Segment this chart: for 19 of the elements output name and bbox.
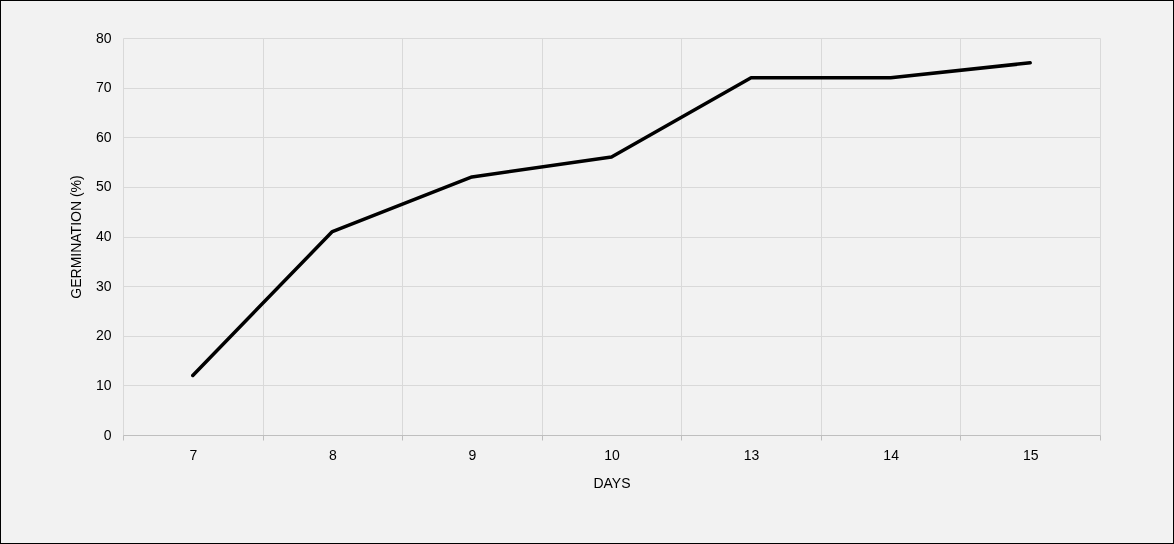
y-tick-label: 30 [95,277,112,294]
x-axis-title: DAYS [593,474,631,491]
x-tick-label: 15 [1022,446,1039,463]
y-tick-label: 40 [95,228,112,244]
x-tick-label: 8 [328,446,337,463]
y-tick-label: 20 [95,327,112,344]
x-tick-label: 7 [189,446,198,463]
x-tick-label: 13 [743,446,760,463]
x-tick-label: 14 [883,446,900,463]
y-axis-title: GERMINATION (%) [67,175,84,299]
y-tick-label: 60 [95,128,112,145]
y-tick-label: 80 [95,29,112,46]
line-series [191,61,1032,378]
y-tick-label: 70 [95,79,112,96]
x-tick-label: 10 [604,446,620,463]
y-tick-label: 0 [103,426,112,443]
y-tick-label: 50 [95,178,112,195]
x-tick-label: 9 [468,446,477,463]
y-tick-label: 10 [95,376,112,393]
